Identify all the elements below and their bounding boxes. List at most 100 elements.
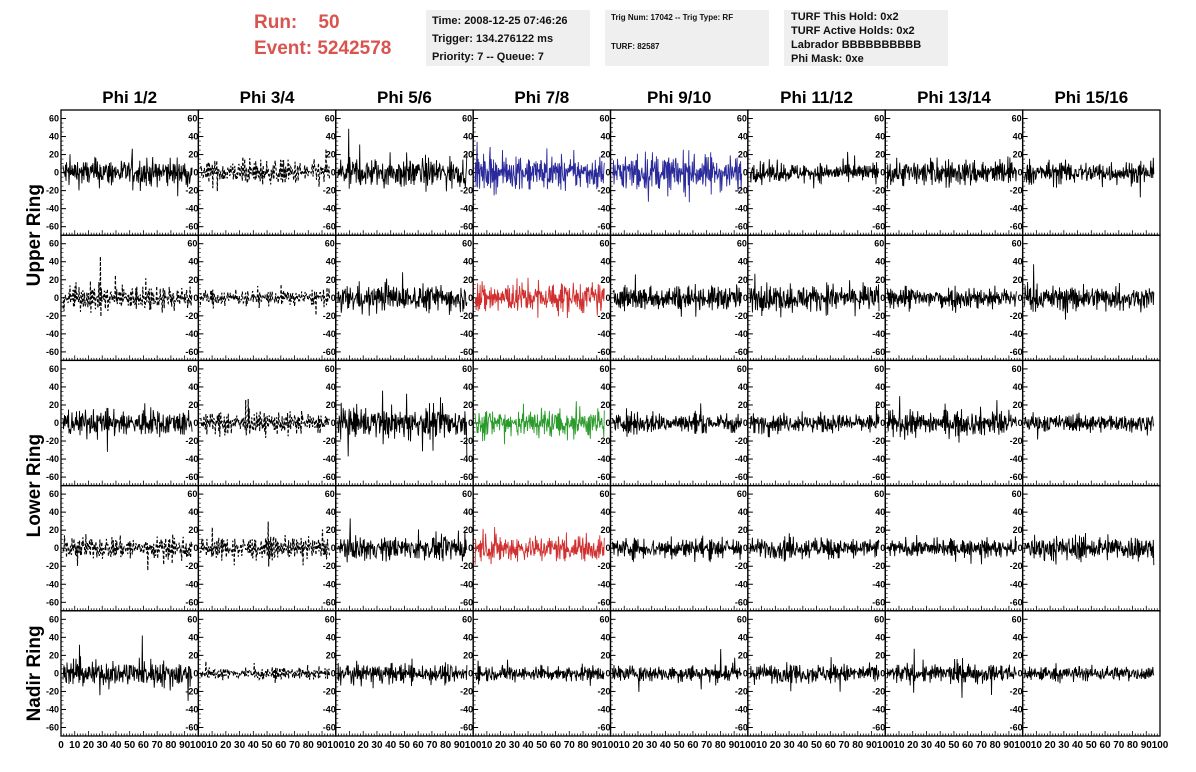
x-tick-label: 20 — [83, 740, 95, 751]
column-header: Phi 7/8 — [514, 88, 569, 107]
y-tick-label: 60 — [599, 364, 609, 374]
column-header: Phi 1/2 — [102, 88, 157, 107]
x-tick-label: 70 — [976, 740, 988, 751]
y-tick-label: -20 — [872, 186, 885, 196]
y-tick-label: 20 — [1013, 150, 1023, 160]
y-tick-label: 20 — [49, 275, 59, 285]
y-tick-label: 60 — [599, 489, 609, 499]
y-tick-label: -60 — [1010, 597, 1023, 607]
waveform-trace — [749, 533, 880, 562]
y-tick-label: -20 — [597, 311, 610, 321]
waveform-trace — [474, 277, 605, 319]
x-tick-label: 40 — [385, 740, 397, 751]
y-tick-label: 60 — [325, 489, 335, 499]
x-tick-label: 20 — [358, 740, 370, 751]
x-tick-label: 100 — [465, 740, 482, 751]
y-tick-label: 20 — [600, 400, 610, 410]
y-tick-label: -60 — [323, 722, 336, 732]
x-tick-label: 90 — [1141, 740, 1153, 751]
waveform-trace — [62, 635, 193, 701]
event-row: Event: 5242578 — [254, 36, 391, 62]
y-tick-label: 0 — [1018, 668, 1023, 678]
y-tick-label: 60 — [1012, 364, 1022, 374]
y-tick-label: 20 — [600, 150, 610, 160]
y-tick-label: 60 — [187, 364, 197, 374]
y-tick-label: -40 — [597, 704, 610, 714]
y-tick-label: -20 — [872, 686, 885, 696]
y-tick-label: 0 — [468, 543, 473, 553]
y-tick-label: -20 — [1010, 686, 1023, 696]
y-tick-label: 0 — [743, 668, 748, 678]
y-tick-label: -40 — [460, 579, 473, 589]
y-tick-label: -40 — [872, 329, 885, 339]
x-tick-label: 50 — [948, 740, 960, 751]
y-tick-label: 0 — [1018, 168, 1023, 178]
waveform-trace — [62, 534, 193, 571]
x-tick-label: 50 — [674, 740, 686, 751]
y-tick-label: 20 — [738, 400, 748, 410]
y-tick-label: -60 — [1010, 722, 1023, 732]
x-tick-label: 60 — [962, 740, 974, 751]
y-tick-label: 20 — [49, 650, 59, 660]
y-tick-label: -60 — [735, 597, 748, 607]
y-tick-label: 40 — [738, 507, 748, 517]
x-tick-label: 50 — [124, 740, 136, 751]
waveform-trace — [474, 526, 605, 565]
y-tick-label: -20 — [323, 561, 336, 571]
y-tick-label: 60 — [599, 114, 609, 124]
y-tick-label: 60 — [49, 239, 59, 249]
y-tick-label: 0 — [743, 418, 748, 428]
priority-text: Priority: 7 -- Queue: 7 — [432, 51, 544, 63]
y-tick-label: 20 — [49, 400, 59, 410]
y-tick-label: -40 — [872, 704, 885, 714]
y-tick-label: 0 — [468, 418, 473, 428]
y-tick-label: -60 — [46, 722, 59, 732]
y-tick-label: -60 — [323, 347, 336, 357]
y-tick-label: 40 — [463, 132, 473, 142]
y-tick-label: -60 — [460, 472, 473, 482]
y-tick-label: -40 — [185, 204, 198, 214]
y-tick-label: -20 — [597, 186, 610, 196]
x-tick-label: 50 — [811, 740, 823, 751]
x-tick-label: 20 — [770, 740, 782, 751]
y-tick-label: -60 — [735, 347, 748, 357]
x-tick-label: 100 — [740, 740, 757, 751]
y-tick-label: -20 — [323, 686, 336, 696]
row-group-label: Nadir Ring — [24, 625, 45, 721]
y-tick-label: -60 — [460, 222, 473, 232]
x-tick-label: 60 — [825, 740, 837, 751]
x-tick-label: 20 — [220, 740, 232, 751]
waveform-trace — [474, 401, 605, 445]
y-tick-label: 0 — [193, 668, 198, 678]
x-tick-label: 30 — [921, 740, 933, 751]
y-tick-label: 0 — [468, 168, 473, 178]
y-tick-label: 20 — [738, 150, 748, 160]
y-tick-label: -60 — [735, 722, 748, 732]
waveform-trace — [62, 148, 193, 197]
y-tick-label: -40 — [46, 329, 59, 339]
y-tick-label: 0 — [1018, 418, 1023, 428]
trig-num-text: Trig Num: 17042 -- Trig Type: RF — [611, 13, 734, 22]
y-tick-label: 0 — [54, 293, 59, 303]
y-tick-label: -60 — [597, 472, 610, 482]
y-tick-label: 60 — [737, 489, 747, 499]
x-tick-label: 40 — [1072, 740, 1084, 751]
x-tick-label: 60 — [687, 740, 699, 751]
y-tick-label: 0 — [605, 168, 610, 178]
y-tick-label: 0 — [605, 668, 610, 678]
y-tick-label: 40 — [188, 132, 198, 142]
waveform-trace — [749, 657, 880, 692]
y-tick-label: -20 — [597, 561, 610, 571]
y-tick-label: 40 — [875, 132, 885, 142]
y-tick-label: 60 — [874, 239, 884, 249]
x-tick-label: 20 — [495, 740, 507, 751]
y-tick-label: 0 — [880, 543, 885, 553]
y-tick-label: 20 — [326, 400, 336, 410]
waveform-trace — [474, 659, 605, 686]
y-tick-label: 20 — [326, 150, 336, 160]
y-tick-label: -60 — [597, 222, 610, 232]
y-tick-label: 40 — [463, 382, 473, 392]
y-tick-label: 0 — [331, 668, 336, 678]
y-tick-label: -40 — [323, 329, 336, 339]
x-tick-label: 90 — [729, 740, 741, 751]
